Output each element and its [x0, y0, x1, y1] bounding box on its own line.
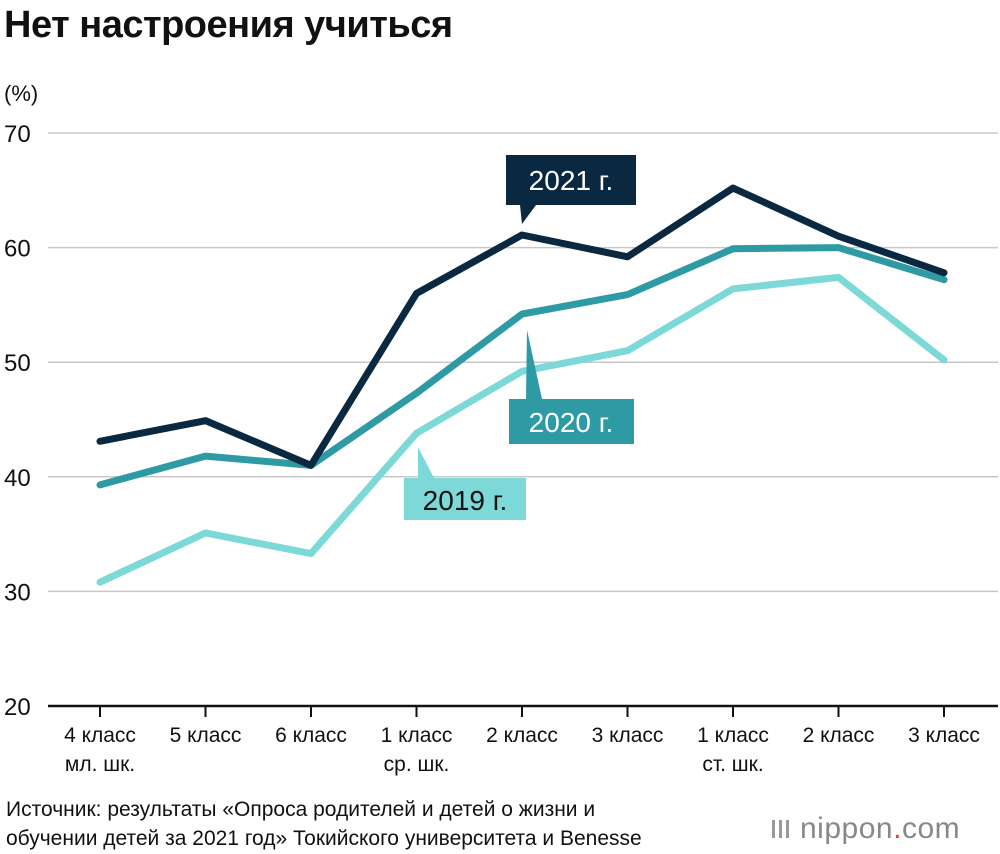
x-tick-label: 6 класс	[275, 724, 347, 747]
x-tick-label: 4 класс	[64, 724, 136, 747]
x-tick-label: 5 класс	[170, 724, 242, 747]
series-name-label: 2020 г.	[529, 407, 614, 438]
chart-title: Нет настроения учиться	[4, 4, 453, 46]
logo-bars-icon	[770, 818, 792, 840]
logo-tld: com	[901, 812, 961, 845]
y-tick-label: 40	[4, 465, 31, 492]
callout-box	[506, 155, 636, 205]
series-label-s2019: 2019 г.	[404, 447, 526, 520]
x-tick-label: ср. шк.	[384, 753, 450, 776]
y-tick-label: 20	[4, 694, 31, 721]
callout-pointer	[418, 447, 434, 478]
callout-pointer	[526, 330, 542, 399]
source-line-1: Источник: результаты «Опроса родителей и…	[6, 798, 596, 821]
x-tick-label: 3 класс	[908, 724, 980, 747]
x-tick-label: 2 класс	[486, 724, 558, 747]
source-line-2: обучении детей за 2021 год» Токийского у…	[6, 827, 642, 850]
y-tick-label: 30	[4, 579, 31, 606]
series-line-s2019	[96, 273, 948, 586]
nippon-logo: nippon. com	[770, 812, 960, 846]
x-tick-label: 1 класс	[697, 724, 769, 747]
source-note: Источник: результаты «Опроса родителей и…	[6, 795, 766, 853]
x-tick-label: мл. шк.	[65, 753, 135, 776]
x-tick-label: 3 класс	[592, 724, 664, 747]
x-tick-label: 2 класс	[803, 724, 875, 747]
callout-box	[509, 399, 634, 444]
logo-dot: .	[893, 812, 902, 845]
y-tick-label: 50	[4, 350, 31, 377]
callout-box	[404, 478, 526, 520]
series-line-s2021	[96, 184, 948, 469]
logo-name: nippon	[800, 812, 894, 845]
series-label-s2021: 2021 г.	[506, 155, 636, 224]
series-label-s2020: 2020 г.	[509, 330, 634, 444]
series-name-label: 2021 г.	[529, 165, 614, 196]
y-tick-label: 60	[4, 236, 31, 263]
y-axis-unit-label: (%)	[4, 81, 38, 106]
y-tick-label: 70	[4, 121, 31, 148]
line-chart: (%) 20 30 40 50 60 70 4 класс мл. шк. 5 класс 6 к…	[4, 81, 998, 776]
series-name-label: 2019 г.	[423, 485, 508, 516]
series-line-s2020	[96, 244, 948, 489]
callout-pointer	[520, 205, 536, 224]
x-tick-label: 1 класс	[381, 724, 453, 747]
x-tick-label: ст. шк.	[702, 753, 763, 776]
